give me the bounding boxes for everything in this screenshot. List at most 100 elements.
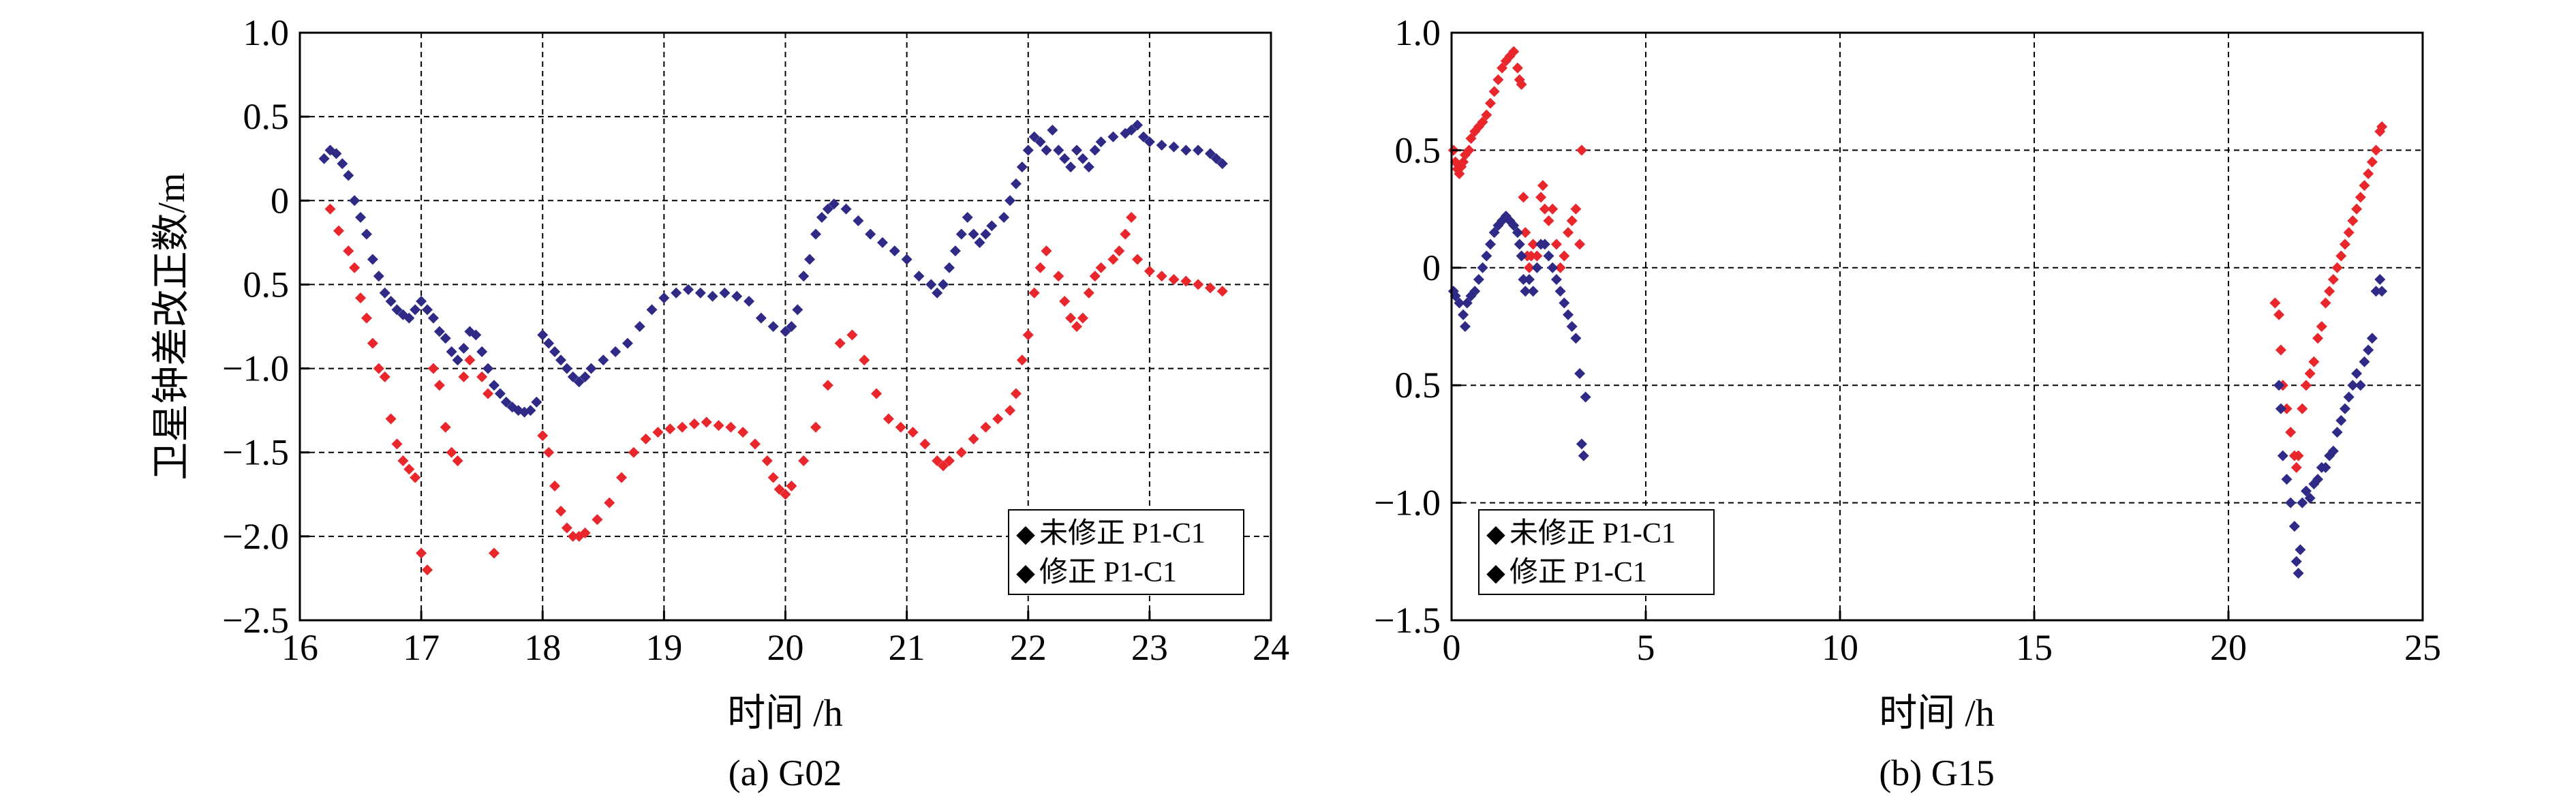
chart-a-point-series-uncorrected [737,427,749,438]
chart-b-point-series-uncorrected [1463,145,1475,156]
chart-a-x-tick-label: 16 [281,627,318,668]
chart-a-point-series-corrected [1059,153,1071,164]
chart-b-point-series-uncorrected [2340,239,2350,250]
chart-b-point-series-uncorrected [1516,78,1527,90]
chart-a-y-tick-label: −2.5 [222,600,289,641]
chart-a-y-tick-label: −1.5 [222,432,289,473]
chart-b-point-series-uncorrected [1574,239,1586,250]
chart-a-point-series-uncorrected [1077,312,1088,324]
chart-b-point-series-uncorrected [1570,203,1582,215]
chart-a-point-series-uncorrected [859,354,870,366]
chart-a-point-series-uncorrected [379,371,390,382]
chart-a-legend: ◆ 未修正 P1-C1 ◆ 修正 P1-C1 [1008,509,1244,595]
chart-b-point-series-corrected [1454,297,1465,309]
chart-a-point-series-uncorrected [427,363,439,374]
chart-a-y-axis-label: 卫星钟差改正数/m [151,172,193,480]
chart-b-point-series-corrected [2295,544,2306,556]
chart-b-point-series-uncorrected [2308,356,2320,367]
chart-b-point-series-corrected [1488,227,1500,239]
chart-a-point-series-uncorrected [452,455,463,467]
chart-a-point-series-uncorrected [464,354,476,366]
chart-b-point-series-uncorrected [1520,227,1531,239]
chart-a-point-series-uncorrected [1034,262,1046,273]
chart-a-x-tick-label: 20 [767,627,804,668]
chart-a-point-series-uncorrected [561,522,572,534]
chart-a-point-series-uncorrected [1016,354,1028,366]
chart-b-point-series-uncorrected [2359,180,2370,192]
chart-b-point-series-corrected [1547,262,1559,273]
chart-b-point-series-uncorrected [2324,286,2335,297]
chart-a-point-series-corrected [980,228,992,240]
chart-a-point-series-corrected [707,290,718,302]
chart-a-point-series-corrected [610,346,622,357]
chart-a-point-series-uncorrected [397,455,409,467]
chart-a-y-tick-label: 0.5 [243,264,290,305]
chart-b-point-series-corrected [2363,344,2374,356]
chart-b-point-series-corrected [2320,461,2331,473]
chart-a-point-series-corrected [482,363,494,374]
chart-a-point-series-corrected [938,279,949,290]
chart-b-x-tick-label: 20 [2210,627,2247,668]
chart-a-point-series-corrected [683,284,694,295]
chart-a-point-series-corrected [1034,136,1046,148]
chart-b-y-tick-label: 0.5 [1395,130,1441,170]
chart-a-point-series-corrected [361,228,372,240]
chart-a-point-series-corrected [974,237,985,248]
chart-b-point-series-uncorrected [1488,86,1500,97]
chart-a-point-series-corrected [913,271,925,282]
chart-a-point-series-corrected [494,388,506,399]
chart-a-point-series-uncorrected [919,438,931,450]
chart-b-point-series-uncorrected [2351,203,2363,215]
chart-b-point-series-corrected [1516,250,1527,262]
chart-a-point-series-corrected [622,337,633,349]
chart-a-point-series-corrected [458,343,470,354]
chart-a-x-tick-label: 24 [1253,627,1289,668]
chart-a-legend-label-corrected: 修正 P1-C1 [1039,557,1177,588]
chart-a-point-series-corrected [349,195,361,207]
chart-a-point-series-uncorrected [834,337,846,349]
chart-b-point-series-corrected [1508,219,1520,231]
chart-b-point-series-corrected [2312,474,2324,485]
chart-a-point-series-uncorrected [1168,274,1180,286]
chart-a-point-series-corrected [500,396,512,408]
chart-b-point-series-corrected [2304,492,2316,504]
chart-a-point-series-corrected [671,287,682,299]
chart-b-point-series-corrected [2376,286,2388,297]
chart-a-point-series-corrected [403,312,415,324]
chart-b-point-series-uncorrected [2335,250,2347,262]
chart-a-point-series-corrected [489,380,500,391]
chart-b-point-series-uncorrected [1535,192,1547,203]
chart-a-point-series-uncorrected [367,337,378,349]
chart-a-point-series-uncorrected [677,421,688,433]
chart-a-y-tick-label: 0 [271,180,289,221]
chart-a-point-series-uncorrected [567,530,579,542]
chart-a-point-series-uncorrected [355,292,367,304]
chart-b-point-series-uncorrected [1539,203,1550,215]
chart-b-point-series-uncorrected [2316,321,2327,332]
chart-b-point-series-uncorrected [2301,380,2312,391]
chart-b-point-series-uncorrected [1465,133,1477,145]
chart-a-point-series-corrected [1053,145,1064,156]
chart-a-point-series-uncorrected [846,329,858,341]
chart-a-point-series-corrected [865,228,876,240]
chart-a-point-series-uncorrected [416,547,427,559]
chart-a-point-series-corrected [1180,145,1192,156]
chart-b-point-series-corrected [2355,380,2366,391]
chart-a-point-series-corrected [427,312,439,324]
chart-a-point-series-uncorrected [1065,312,1077,324]
chart-a-point-series-corrected [379,287,390,299]
chart-b-y-tick-label: 1.0 [1395,12,1441,53]
chart-b-point-series-corrected [2347,380,2359,391]
chart-a-point-series-corrected [998,211,1010,223]
chart-b-x-tick-label: 5 [1637,627,1655,668]
chart-a-point-series-corrected [391,304,403,316]
chart-b-point-series-uncorrected [2312,333,2324,344]
chart-b-point-series-corrected [1550,274,1562,286]
chart-a-point-series-uncorrected [333,225,344,237]
chart-b-legend: ◆ 未修正 P1-C1 ◆ 修正 P1-C1 [1478,509,1715,595]
chart-a-point-series-uncorrected [938,460,949,472]
chart-b-point-series-corrected [1458,309,1469,320]
chart-a-point-series-corrected [694,287,706,299]
chart-a-point-series-uncorrected [391,438,403,450]
